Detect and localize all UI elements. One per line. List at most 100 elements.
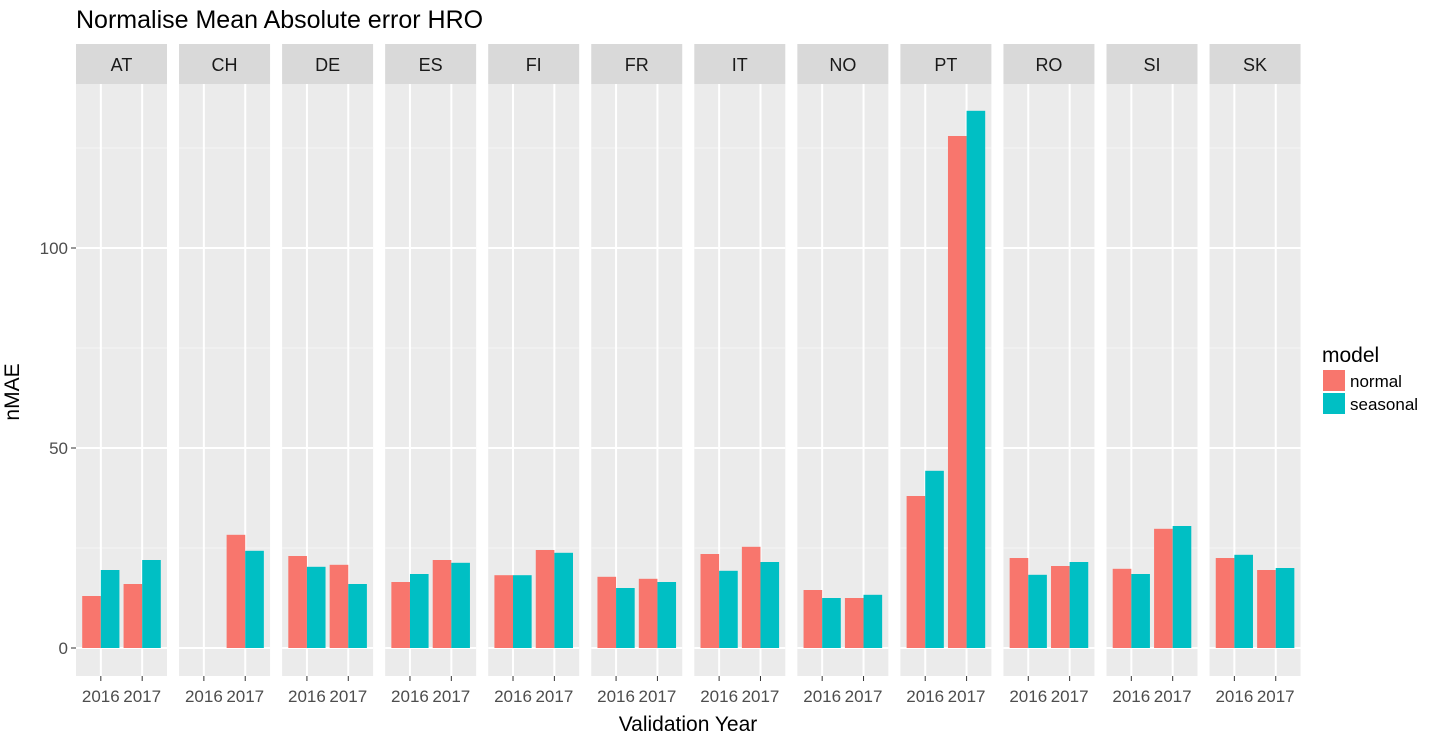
bar-ro-2016-seasonal [1028,574,1047,648]
x-tick-label: 2017 [1051,687,1089,706]
legend: model normal seasonal [1322,344,1418,414]
x-tick-label: 2017 [226,687,264,706]
x-axis-title: Validation Year [619,713,758,736]
x-tick-label: 2016 [494,687,532,706]
facet-strip [385,44,477,84]
bar-it-2016-normal [700,554,720,648]
y-axis: 0 50 100 [40,239,76,658]
bar-de-2017-normal [329,564,349,648]
x-tick-label: 2016 [82,687,120,706]
facet-strip-label: FR [625,55,649,75]
x-tick-label: 2016 [1215,687,1253,706]
facet-panel-fi: FI 2016 2017 [488,44,580,706]
facet-strip-label: NO [829,55,856,75]
bar-it-2017-seasonal [760,562,780,648]
facet-strip-label: RO [1035,55,1062,75]
bar-pt-2016-seasonal [925,470,944,648]
facet-panel-fr: FR 2016 2017 [591,44,683,706]
facet-strip [282,44,374,84]
bar-pt-2016-normal [906,496,926,648]
facet-strip-label: ES [419,55,443,75]
chart-title: Normalise Mean Absolute error HRO [76,6,483,34]
bar-fi-2016-normal [494,575,514,648]
bar-si-2016-normal [1112,568,1132,648]
facet-strip [76,44,167,84]
facet-strip [1209,44,1301,84]
x-tick-label: 2016 [700,687,738,706]
facet-strip-label: FI [526,55,542,75]
bar-ro-2016-normal [1009,558,1029,648]
bar-ch-2017-seasonal [245,550,264,648]
facet-strip-label: AT [111,55,133,75]
bar-es-2017-seasonal [451,562,470,648]
facet-panel-no: NO 2016 2017 [797,44,889,706]
x-tick-label: 2017 [329,687,367,706]
y-tick-label: 50 [49,439,68,458]
bar-fr-2016-seasonal [616,588,635,648]
bar-si-2017-seasonal [1172,526,1192,648]
y-tick-label: 100 [40,239,68,258]
legend-label-seasonal: seasonal [1350,395,1418,414]
bar-fr-2017-normal [638,578,658,648]
x-tick-label: 2017 [845,687,883,706]
x-tick-label: 2016 [391,687,429,706]
bar-at-2017-seasonal [142,560,161,648]
y-axis-title: nMAE [1,363,24,420]
bar-pt-2017-normal [947,136,967,648]
bar-fi-2017-seasonal [554,552,573,648]
facet-panel-it: IT 2016 2017 [694,44,786,706]
legend-title: model [1322,344,1379,367]
x-tick-label: 2016 [597,687,635,706]
bar-es-2016-normal [391,582,410,648]
bar-no-2016-seasonal [822,598,841,648]
facet-strip-label: SK [1243,55,1267,75]
facet-panel-pt: PT 2016 2017 [900,44,992,706]
facet-strip-label: CH [212,55,238,75]
legend-label-normal: normal [1350,372,1402,391]
bar-sk-2017-normal [1257,570,1276,648]
facet-strip [488,44,580,84]
bar-de-2017-seasonal [348,584,367,648]
bar-es-2017-normal [432,560,452,648]
x-tick-label: 2017 [535,687,573,706]
x-tick-label: 2017 [432,687,470,706]
x-tick-label: 2017 [742,687,780,706]
bar-fi-2017-normal [535,550,555,648]
bar-no-2017-normal [844,598,864,648]
x-tick-label: 2016 [288,687,326,706]
facet-strip [1106,44,1198,84]
facet-panel-sk: SK 2016 2017 [1209,44,1301,706]
facet-panel-es: ES 2016 2017 [385,44,477,706]
bar-es-2016-seasonal [409,574,429,648]
bar-fr-2017-seasonal [657,582,677,648]
legend-swatch-seasonal [1323,393,1345,414]
facet-panel-ro: RO 2016 2017 [1003,44,1095,706]
bar-si-2016-seasonal [1131,574,1150,648]
facet-strip [591,44,683,84]
bar-sk-2016-seasonal [1234,554,1253,648]
x-tick-label: 2016 [906,687,944,706]
bar-fi-2016-seasonal [513,575,532,648]
facet-strip-label: DE [315,55,340,75]
panel-background [797,84,889,676]
bar-no-2017-seasonal [863,594,883,648]
x-tick-label: 2017 [948,687,986,706]
facet-strip [900,44,992,84]
y-tick-label: 0 [59,639,68,658]
bar-ch-2017-normal [226,534,246,648]
bar-de-2016-normal [288,556,307,648]
facet-panel-de: DE 2016 2017 [282,44,374,706]
x-tick-label: 2017 [1257,687,1295,706]
bar-ro-2017-normal [1051,566,1070,648]
bar-it-2016-seasonal [719,570,738,648]
bar-at-2016-normal [82,596,101,648]
bar-si-2017-normal [1154,528,1173,648]
facet-strip-label: PT [934,55,957,75]
bar-it-2017-normal [741,546,761,648]
bar-de-2016-seasonal [306,566,326,648]
facet-strip [179,44,271,84]
facet-panel-ch: CH 2016 2017 [179,44,271,706]
bar-at-2016-seasonal [100,570,120,648]
x-tick-label: 2016 [1112,687,1150,706]
